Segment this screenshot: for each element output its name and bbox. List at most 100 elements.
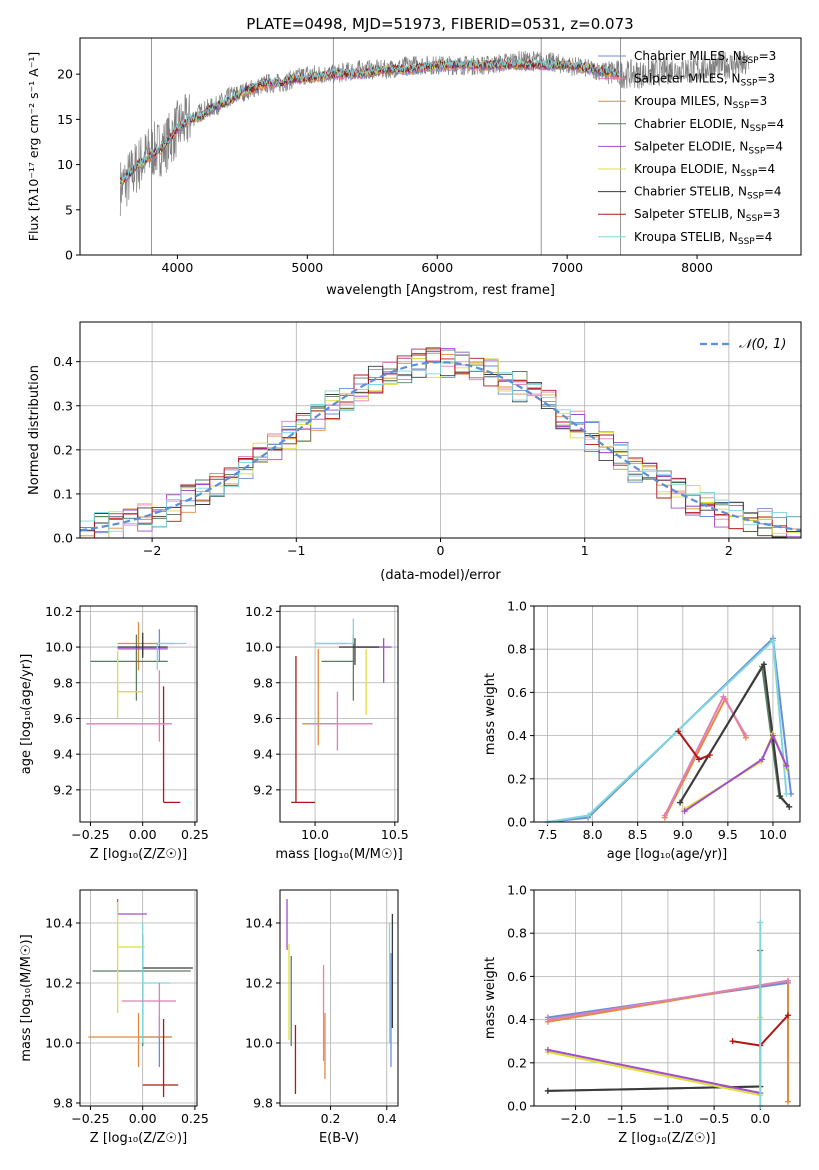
y-axis-label: Normed distribution (27, 365, 42, 495)
x-axis-label: Z [log₁₀(Z/Z☉)] (90, 1131, 187, 1146)
x-tick-label: 0.4 (377, 1111, 397, 1126)
y-axis-label: mass weight (483, 673, 498, 755)
legend-value: =4 (765, 139, 783, 153)
series-line (684, 733, 788, 813)
y-tick-label: 10.2 (245, 604, 273, 619)
x-axis-label: Z [log₁₀(Z/Z☉)] (90, 847, 187, 862)
legend-entry: Chabrier STELIB, NSSP=4 (634, 185, 782, 202)
x-tick-label: 0 (437, 543, 445, 558)
histogram-layer (80, 347, 801, 538)
mass-vs-ebv-panel: 0.2 0.4 9.8 10.0 10.2 10.4 E(B-V) (245, 889, 399, 1146)
axes-frame (279, 605, 399, 823)
y-tick-label: 0.8 (507, 926, 527, 941)
y-tick-label: 15 (57, 112, 73, 127)
normal-curve (80, 360, 801, 532)
legend-value: =4 (764, 185, 782, 199)
legend-value: =3 (763, 207, 781, 221)
legend-subscript: SSP (742, 56, 759, 66)
series-line (547, 950, 762, 1092)
y-tick-label: 10.0 (45, 640, 73, 655)
y-tick-label: 10.2 (45, 604, 73, 619)
x-axis-label: age [log₁₀(age/yr)] (607, 847, 728, 862)
x-tick-label: −2.0 (560, 1111, 590, 1126)
legend-entry: 𝒩(0, 1) (739, 337, 786, 352)
y-axis-label: Flux [fλ10⁻¹⁷ erg cm⁻² s⁻¹ A⁻¹] (26, 52, 41, 241)
y-tick-label: 9.8 (53, 1096, 73, 1111)
x-tick-label: 7.5 (538, 827, 558, 842)
model-spectrum (119, 60, 620, 189)
y-tick-label: 10.0 (245, 640, 273, 655)
model-spectrum (119, 60, 620, 184)
axes-frame (79, 889, 198, 1107)
model-spectrum (119, 61, 620, 188)
x-tick-label: 4000 (162, 260, 194, 275)
x-tick-label: 0.25 (181, 827, 209, 842)
x-tick-label: 5000 (291, 260, 323, 275)
y-tick-label: 0 (65, 248, 73, 263)
y-tick-label: 0.1 (53, 486, 73, 501)
y-tick-label: 10.4 (245, 916, 273, 931)
series-line (663, 696, 747, 819)
y-tick-label: 1.0 (507, 599, 527, 614)
legend-subscript: SSP (741, 169, 758, 179)
legend-entry: Kroupa MILES, NSSP=3 (634, 94, 767, 111)
y-tick-label: 0.6 (507, 969, 527, 984)
observed-spectrum (119, 50, 750, 217)
legend-value: =3 (757, 72, 775, 86)
spectrum-layer (119, 38, 750, 255)
x-tick-label: 0.0 (750, 1111, 770, 1126)
legend-subscript: SSP (748, 146, 765, 156)
legend-subscript: SSP (741, 79, 758, 89)
y-tick-label: 0.4 (53, 354, 73, 369)
x-axis-label: wavelength [Angstrom, rest frame] (326, 283, 555, 298)
legend-subscript: SSP (747, 192, 764, 202)
y-tick-label: 9.4 (253, 747, 273, 762)
x-tick-label: 9.5 (718, 827, 738, 842)
legend-value: =4 (757, 162, 775, 176)
model-spectrum (119, 59, 620, 185)
x-tick-label: −0.25 (71, 827, 109, 842)
data-layer (86, 622, 187, 804)
legend-entry: Salpeter ELODIE, NSSP=4 (634, 139, 783, 156)
y-tick-label: 0.2 (53, 442, 73, 457)
x-tick-label: −1.5 (607, 1111, 637, 1126)
model-spectrum (119, 60, 620, 186)
y-tick-label: 5 (65, 202, 73, 217)
y-tick-label: 9.8 (253, 1096, 273, 1111)
x-tick-label: −1 (287, 543, 305, 558)
x-tick-label: −0.5 (699, 1111, 729, 1126)
y-tick-label: 10.4 (45, 916, 73, 931)
x-tick-label: 8.0 (583, 827, 603, 842)
legend-entry: Chabrier MILES, NSSP=3 (634, 49, 776, 66)
x-tick-label: 8.5 (628, 827, 648, 842)
age-vs-mass-panel: 10.0 10.5 9.2 9.4 9.6 9.8 10.0 10.2 mass [log₁₀(… (245, 604, 409, 862)
x-tick-label: 7000 (551, 260, 583, 275)
residuals-panel: −2 −1 0 1 2 0.0 0.1 0.2 0.3 0.4 (data-model)/error… (27, 321, 802, 583)
data-layer (286, 899, 394, 1094)
legend-entry: Salpeter STELIB, NSSP=3 (634, 207, 780, 224)
x-tick-label: 0.25 (181, 1111, 209, 1126)
axes-frame (279, 889, 399, 1107)
y-tick-label: 10 (57, 157, 73, 172)
y-tick-label: 0.6 (507, 685, 527, 700)
x-tick-label: 9.0 (673, 827, 693, 842)
weight-vs-metallicity-panel: −2.0 −1.5 −1.0 −0.5 0.0 0.0 0.2 0.4 0.6 0.8 1.0 Z [… (483, 883, 801, 1146)
data-layer (88, 899, 193, 1097)
y-tick-label: 9.8 (253, 675, 273, 690)
x-tick-label: 0.00 (129, 827, 157, 842)
y-axis-label: age [log₁₀(age/yr)] (19, 654, 34, 775)
x-tick-label: 0.2 (321, 1111, 341, 1126)
y-tick-label: 0.4 (507, 728, 527, 743)
y-tick-label: 10.0 (245, 1036, 273, 1051)
axes-frame (533, 605, 801, 823)
x-axis-label: E(B-V) (319, 1131, 359, 1146)
y-tick-label: 10.0 (45, 1036, 73, 1051)
legend-entry: Chabrier ELODIE, NSSP=4 (634, 117, 784, 134)
axes-frame (79, 321, 802, 539)
legend-subscript: SSP (733, 101, 750, 111)
y-tick-label: 9.8 (53, 675, 73, 690)
x-tick-label: −1.0 (653, 1111, 683, 1126)
legend-subscript: SSP (750, 124, 767, 134)
residual-histogram (80, 348, 801, 538)
residual-histogram (80, 351, 801, 538)
